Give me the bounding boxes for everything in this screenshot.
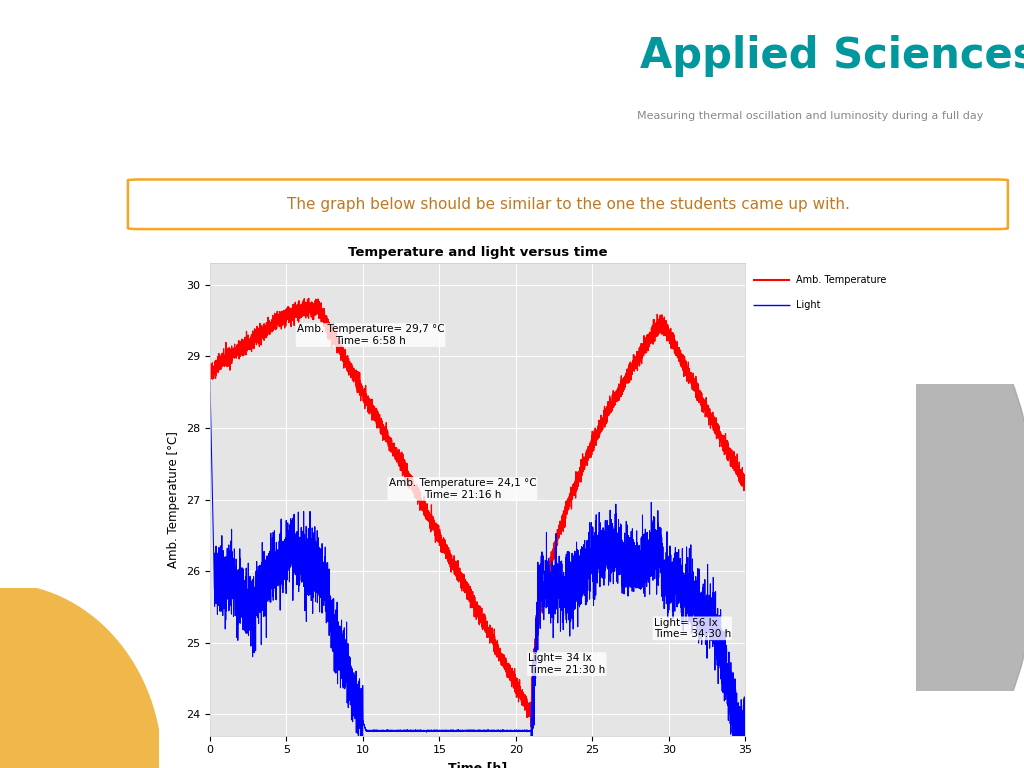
Y-axis label: Amb. Temperature [°C]: Amb. Temperature [°C] bbox=[167, 431, 180, 568]
Text: Measuring thermal oscillation and luminosity during a full day: Measuring thermal oscillation and lumino… bbox=[637, 111, 983, 121]
Amb. Temperature bbox=[231, 346, 244, 356]
Amb. Temperature bbox=[417, 505, 429, 515]
Amb. Temperature bbox=[204, 364, 216, 373]
Text: Light: Light bbox=[796, 300, 820, 310]
Text: Amb. Temperature= 24,1 °C
Time= 21:16 h: Amb. Temperature= 24,1 °C Time= 21:16 h bbox=[388, 478, 537, 500]
Amb. Temperature bbox=[463, 597, 475, 606]
Light bbox=[566, 594, 579, 604]
Amb. Temperature bbox=[344, 366, 356, 376]
Text: Light= 34 lx
Time= 21:30 h: Light= 34 lx Time= 21:30 h bbox=[528, 654, 605, 675]
Text: The graph below should be similar to the one the students came up with.: The graph below should be similar to the… bbox=[287, 197, 850, 212]
Circle shape bbox=[0, 584, 162, 768]
Amb. Temperature bbox=[406, 483, 418, 492]
Amb. Temperature bbox=[525, 723, 538, 732]
Text: Light= 56 lx
Time= 34:30 h: Light= 56 lx Time= 34:30 h bbox=[653, 617, 731, 639]
Text: Temperature variation between day and night: Temperature variation between day and ni… bbox=[641, 71, 1022, 86]
X-axis label: Time [h]: Time [h] bbox=[449, 761, 507, 768]
Text: Amb. Temperature: Amb. Temperature bbox=[796, 275, 886, 285]
Amb. Temperature bbox=[739, 479, 752, 488]
Text: Applied Sciences: Applied Sciences bbox=[640, 35, 1024, 77]
Title: Temperature and light versus time: Temperature and light versus time bbox=[348, 247, 607, 260]
Line: Amb. Temperature: Amb. Temperature bbox=[210, 298, 745, 727]
Amb. Temperature bbox=[566, 488, 579, 498]
Line: Light: Light bbox=[210, 378, 745, 768]
Light bbox=[231, 565, 244, 574]
Text: Amb. Temperature= 29,7 °C
Time= 6:58 h: Amb. Temperature= 29,7 °C Time= 6:58 h bbox=[297, 324, 444, 346]
FancyBboxPatch shape bbox=[128, 180, 1008, 229]
Light bbox=[344, 667, 356, 677]
Light bbox=[417, 726, 429, 735]
Light bbox=[739, 722, 752, 731]
Light bbox=[406, 727, 418, 736]
Text: Results and analysis: Results and analysis bbox=[643, 134, 849, 152]
Circle shape bbox=[795, 286, 1024, 768]
Light bbox=[463, 726, 475, 735]
Amb. Temperature bbox=[302, 293, 314, 303]
Light bbox=[204, 373, 216, 382]
